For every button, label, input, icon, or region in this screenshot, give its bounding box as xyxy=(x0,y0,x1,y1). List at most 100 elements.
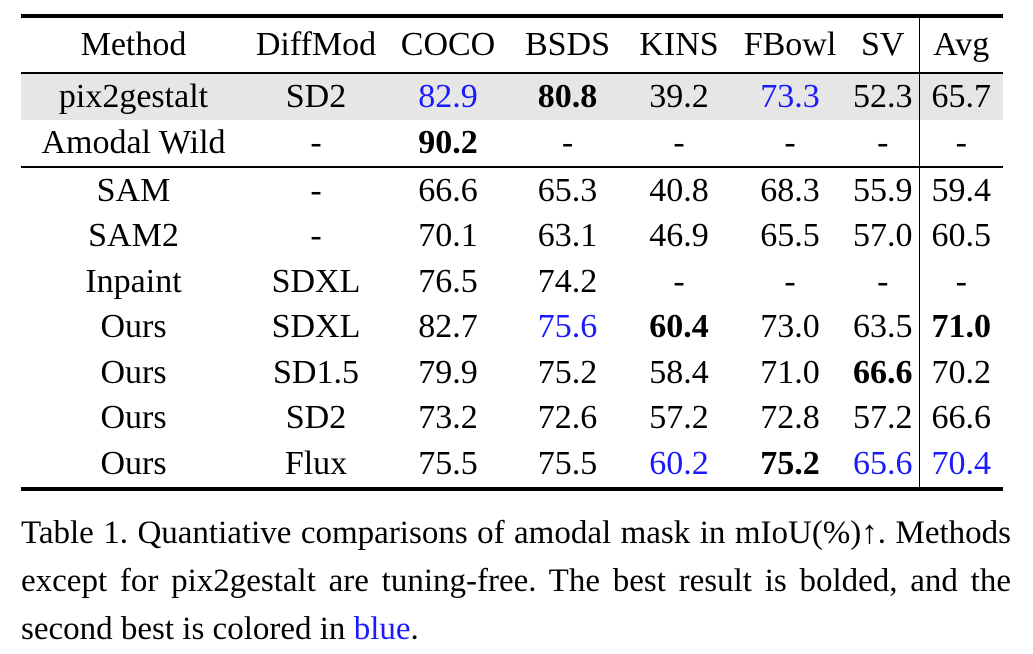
diffmod-cell: - xyxy=(310,124,322,161)
score-cell: 72.6 xyxy=(537,399,598,437)
score-cell: 65.5 xyxy=(760,217,820,255)
score-cell: - xyxy=(673,124,685,161)
method-cell: Amodal Wild xyxy=(41,124,226,161)
method-cell: Ours xyxy=(100,308,167,346)
diffmod-cell: SDXL xyxy=(271,262,361,300)
score-cell: - xyxy=(561,124,574,161)
score-cell: - xyxy=(847,259,920,305)
score-cell: 57.0 xyxy=(847,213,920,259)
table-row: SAM2 - 70.1 63.1 46.9 65.5 57.0 60.5 xyxy=(21,213,1003,259)
score-cell: 72.8 xyxy=(760,399,820,437)
table-row: Ours SD2 73.2 72.6 57.2 72.8 57.2 66.6 xyxy=(21,395,1003,441)
score-cell: 40.8 xyxy=(649,171,709,209)
column-header-sv: SV xyxy=(847,18,920,72)
score-cell: 39.2 xyxy=(625,74,733,120)
score-cell: - xyxy=(955,124,967,161)
method-cell: SAM xyxy=(96,171,171,209)
diffmod-cell: - xyxy=(310,171,322,209)
table-row: Ours SD1.5 79.9 75.2 58.4 71.0 66.6 70.2 xyxy=(21,350,1003,396)
table-mid-rule-2 xyxy=(21,166,1003,168)
diffmod-cell: SDXL xyxy=(271,308,361,346)
score-cell: 68.3 xyxy=(760,171,820,209)
score-cell: 70.1 xyxy=(418,217,478,255)
score-cell: 79.9 xyxy=(418,353,478,391)
score-cell: 59.4 xyxy=(931,171,992,209)
diffmod-cell: - xyxy=(310,217,322,255)
score-cell: 46.9 xyxy=(649,217,709,255)
score-cell: 75.6 xyxy=(537,308,598,346)
method-cell: pix2gestalt xyxy=(21,74,246,120)
results-body-2: SAM - 66.6 65.3 40.8 68.3 55.9 59.4 SAM2 - 70.1 63.… xyxy=(21,168,1003,487)
score-cell: 75.5 xyxy=(537,444,598,482)
method-cell: Ours xyxy=(100,444,167,482)
table-row: SAM - 66.6 65.3 40.8 68.3 55.9 59.4 xyxy=(21,168,1003,214)
score-cell: 60.5 xyxy=(931,217,992,255)
table-group-baselines: pix2gestalt SD2 82.9 80.8 39.2 73.3 52.3 65.7 Am… xyxy=(21,74,1003,166)
caption-text: Table 1. Quantiative comparisons of amod… xyxy=(21,515,1011,647)
score-cell: 58.4 xyxy=(649,353,709,391)
score-cell: 82.7 xyxy=(418,308,478,346)
score-cell: - xyxy=(673,262,685,300)
score-cell: 90.2 xyxy=(418,124,478,161)
table-group-tuning-free: SAM - 66.6 65.3 40.8 68.3 55.9 59.4 SAM2 - 70.1 63.… xyxy=(21,168,1003,487)
score-cell: - xyxy=(847,120,920,166)
column-header-bsds: BSDS xyxy=(524,26,611,63)
method-cell: SAM2 xyxy=(88,217,179,255)
score-cell: 73.0 xyxy=(760,308,820,346)
table-top-rule xyxy=(21,14,1003,18)
score-cell: - xyxy=(784,262,796,300)
header-row: Method DiffMod COCO BSDS KINS FBowl SV Avg xyxy=(21,18,1003,72)
method-cell: Inpaint xyxy=(85,262,182,300)
score-cell: 57.2 xyxy=(847,395,920,441)
table-header: Method DiffMod COCO BSDS KINS FBowl SV Avg xyxy=(21,18,1003,72)
score-cell: 66.6 xyxy=(847,350,920,396)
score-cell: 66.6 xyxy=(931,399,992,437)
table-caption: Table 1. Quantiative comparisons of amod… xyxy=(21,509,1011,653)
score-cell: 73.3 xyxy=(733,74,847,120)
score-cell: 70.4 xyxy=(931,444,992,482)
diffmod-cell: SD2 xyxy=(285,399,347,437)
column-header-kins: KINS xyxy=(639,26,719,63)
table-row: Ours SDXL 82.7 75.6 60.4 73.0 63.5 71.0 xyxy=(21,304,1003,350)
score-cell: 75.5 xyxy=(418,444,478,482)
method-cell: Ours xyxy=(100,399,167,437)
score-cell: 75.2 xyxy=(760,444,820,482)
score-cell: 76.5 xyxy=(418,262,478,300)
table-row: Amodal Wild -90.2- - - - - xyxy=(21,120,1003,166)
score-cell: 74.2 xyxy=(537,262,598,300)
table-bottom-rule xyxy=(21,486,1003,491)
table-row: Ours Flux 75.5 75.5 60.2 75.2 65.6 70.4 xyxy=(21,441,1003,487)
method-cell: Ours xyxy=(100,353,167,391)
score-cell: - xyxy=(955,262,967,300)
diffmod-cell: SD1.5 xyxy=(273,353,359,391)
score-cell: 71.0 xyxy=(760,353,820,391)
column-header-avg: Avg xyxy=(933,26,990,63)
score-cell: 55.9 xyxy=(847,168,920,214)
table-row: pix2gestalt SD2 82.9 80.8 39.2 73.3 52.3 65.7 xyxy=(21,74,1003,120)
table-row: Inpaint SDXL 76.5 74.2- - - - xyxy=(21,259,1003,305)
score-cell: 75.2 xyxy=(537,353,598,391)
caption-end: . xyxy=(410,611,419,647)
score-cell: 71.0 xyxy=(931,308,992,346)
score-cell: 60.2 xyxy=(649,444,709,482)
column-header-method: Method xyxy=(80,26,187,63)
score-cell: 80.8 xyxy=(510,74,625,120)
table-mid-rule xyxy=(21,72,1003,74)
caption-blue-word: blue xyxy=(353,611,411,647)
score-cell: 52.3 xyxy=(847,74,920,120)
diffmod-cell: SD2 xyxy=(246,74,386,120)
score-cell: 57.2 xyxy=(649,399,709,437)
column-header-fbowl: FBowl xyxy=(743,26,837,63)
column-header-coco: COCO xyxy=(400,26,496,63)
score-cell: 70.2 xyxy=(931,353,992,391)
score-cell: 65.3 xyxy=(537,171,598,209)
score-cell: 65.7 xyxy=(919,74,1003,120)
column-header-diffmod: DiffMod xyxy=(255,26,377,63)
score-cell: 65.6 xyxy=(847,441,920,487)
score-cell: 60.4 xyxy=(649,308,709,346)
score-cell: 82.9 xyxy=(386,74,510,120)
score-cell: 66.6 xyxy=(418,171,478,209)
score-cell: 63.5 xyxy=(847,304,920,350)
results-body-1: pix2gestalt SD2 82.9 80.8 39.2 73.3 52.3 65.7 Am… xyxy=(21,74,1003,166)
results-grid: Method DiffMod COCO BSDS KINS FBowl SV Avg xyxy=(21,18,1003,72)
